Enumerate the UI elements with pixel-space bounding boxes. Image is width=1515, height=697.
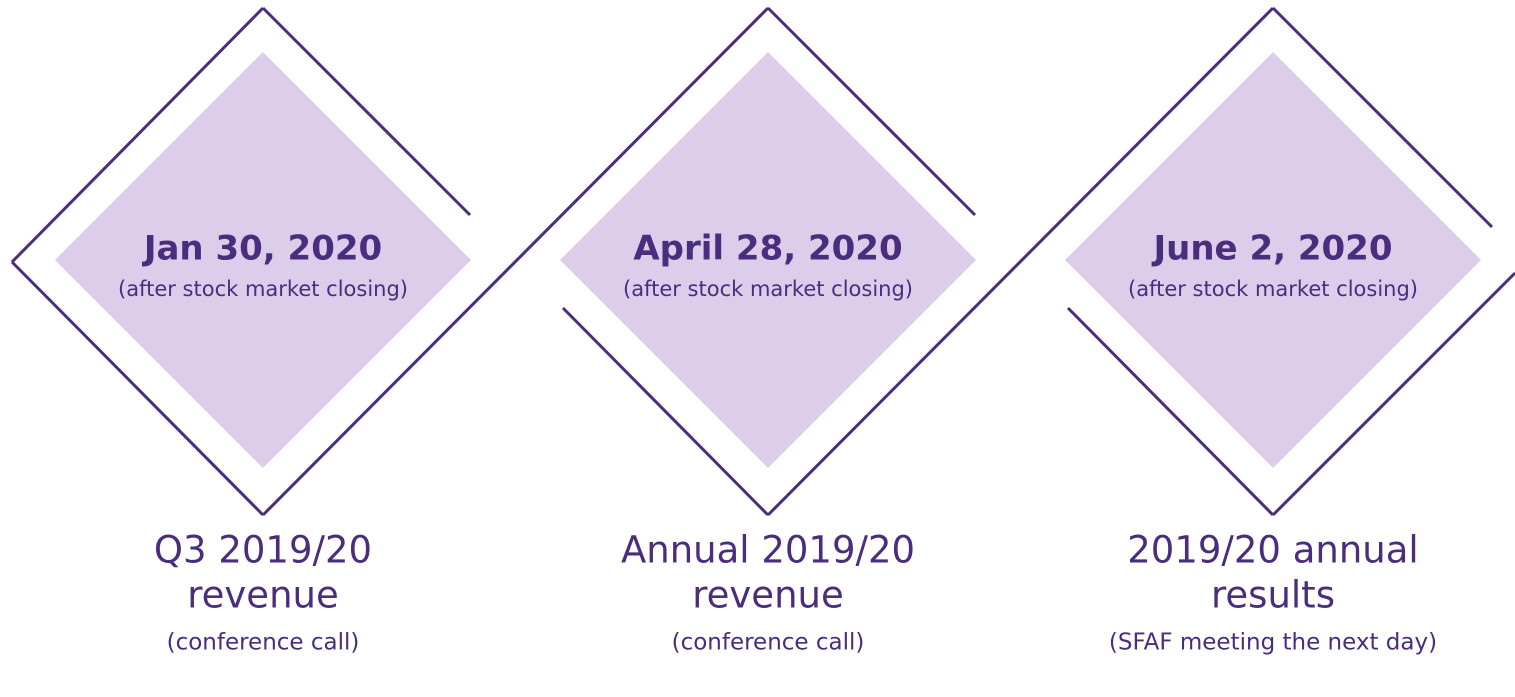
outline	[261, 6, 770, 517]
date: April 28, 2020	[633, 229, 902, 269]
diamond	[1065, 52, 1481, 468]
outline	[261, 6, 472, 217]
outline	[1271, 6, 1494, 229]
date: Jan 30, 2020	[142, 229, 382, 269]
outline	[561, 306, 770, 517]
title: results	[1211, 574, 1335, 617]
outline	[766, 6, 977, 217]
subtitle: (conference call)	[672, 630, 865, 656]
note: (after stock market closing)	[118, 277, 408, 301]
diamond	[560, 52, 976, 468]
title: Q3 2019/20	[154, 529, 372, 572]
title: revenue	[692, 574, 844, 617]
title: 2019/20 annual	[1127, 529, 1418, 572]
note: (after stock market closing)	[1128, 277, 1418, 301]
outline	[1066, 306, 1275, 517]
title: Annual 2019/20	[621, 529, 915, 572]
outline	[10, 260, 265, 517]
outlines	[10, 6, 1515, 517]
outline	[766, 6, 1275, 517]
date: June 2, 2020	[1152, 229, 1393, 269]
diamond	[55, 52, 471, 468]
outline	[1271, 271, 1515, 517]
subtitle: (conference call)	[167, 630, 360, 656]
subtitle: (SFAF meeting the next day)	[1109, 630, 1437, 656]
note: (after stock market closing)	[623, 277, 913, 301]
title: revenue	[187, 574, 339, 617]
outline	[10, 6, 265, 264]
